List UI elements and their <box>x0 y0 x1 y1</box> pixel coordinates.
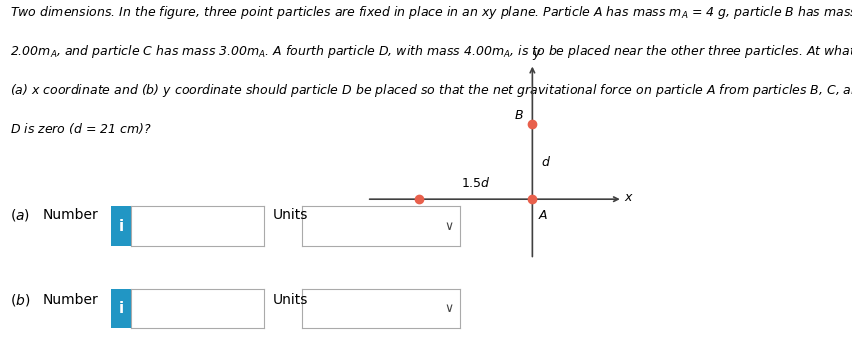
Text: $d$: $d$ <box>541 155 550 168</box>
Text: i: i <box>118 219 124 234</box>
Text: Number: Number <box>43 209 98 222</box>
Text: Number: Number <box>43 293 98 307</box>
Text: $(a)$: $(a)$ <box>10 208 31 223</box>
Text: $1.5d$: $1.5d$ <box>460 176 490 190</box>
Text: Units: Units <box>273 293 308 307</box>
Text: $D$ is zero ($d$ = 21 cm)?: $D$ is zero ($d$ = 21 cm)? <box>10 121 152 136</box>
Text: 2.00$m_A$, and particle $C$ has mass 3.00$m_A$. A fourth particle $D$, with mass: 2.00$m_A$, and particle $C$ has mass 3.0… <box>10 43 852 60</box>
Text: ∨: ∨ <box>444 220 453 233</box>
Text: Units: Units <box>273 209 308 222</box>
Text: ∨: ∨ <box>444 302 453 315</box>
Text: $A$: $A$ <box>537 209 547 222</box>
Text: $B$: $B$ <box>513 109 523 122</box>
Text: $y$: $y$ <box>532 48 541 62</box>
Text: i: i <box>118 301 124 316</box>
Text: $(b)$: $(b)$ <box>10 292 31 308</box>
Text: ($a$) $x$ coordinate and ($b$) $y$ coordinate should particle $D$ be placed so t: ($a$) $x$ coordinate and ($b$) $y$ coord… <box>10 82 852 99</box>
Text: $C$: $C$ <box>423 209 434 222</box>
Text: Two dimensions. In the figure, three point particles are fixed in place in an xy: Two dimensions. In the figure, three poi… <box>10 4 852 21</box>
Text: $x$: $x$ <box>624 191 633 204</box>
